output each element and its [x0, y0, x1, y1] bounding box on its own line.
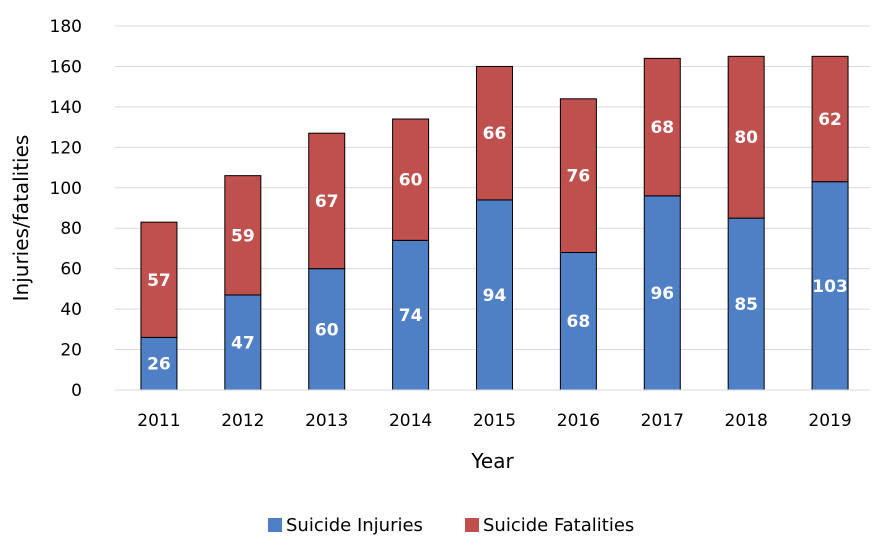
- data-label: 96: [650, 284, 674, 304]
- legend-swatch-fatalities: [465, 518, 479, 532]
- data-label: 94: [483, 286, 507, 306]
- data-label: 103: [812, 277, 848, 297]
- x-axis-title: Year: [470, 449, 514, 473]
- y-tick-label: 160: [50, 57, 82, 77]
- bar-fatalities-2011: [140, 221, 178, 338]
- bar-fatalities-2014: [392, 118, 430, 241]
- x-axis-ticks: 2011 2012 2013 2014 2015 2016 2017 2018 2019: [137, 411, 851, 431]
- data-label: 85: [734, 295, 758, 315]
- bar-fatalities-2015: [476, 65, 513, 201]
- y-tick-label: 80: [60, 219, 82, 239]
- data-label: 60: [315, 320, 339, 340]
- x-tick-label: 2011: [137, 411, 180, 431]
- x-tick-label: 2015: [473, 411, 516, 431]
- data-label: 47: [231, 333, 255, 353]
- y-tick-label: 140: [50, 98, 82, 118]
- y-tick-label: 60: [60, 260, 82, 280]
- bar-injuries-2019: [811, 181, 849, 391]
- data-label: 59: [231, 226, 255, 246]
- x-tick-label: 2014: [389, 411, 432, 431]
- bar-injuries-2015: [476, 199, 513, 391]
- y-tick-label: 20: [60, 341, 82, 361]
- x-tick-label: 2017: [641, 411, 684, 431]
- bar-fatalities-2016: [559, 98, 597, 253]
- y-axis-ticks: 0 20 40 60 80 100 120 140 160 180: [50, 17, 82, 401]
- y-axis-title: Injuries/fatalities: [9, 135, 33, 302]
- x-tick-label: 2013: [305, 411, 348, 431]
- legend-swatch-injuries: [268, 518, 282, 532]
- bar-fatalities-2019: [811, 55, 849, 183]
- data-label: 76: [567, 167, 591, 187]
- bar-injuries-2018: [727, 217, 765, 391]
- data-label: 60: [399, 171, 423, 191]
- data-label: 67: [315, 192, 339, 212]
- legend-label-fatalities: Suicide Fatalities: [483, 515, 634, 536]
- y-tick-label: 180: [50, 17, 82, 37]
- bar-fatalities-2012: [224, 175, 262, 296]
- data-label: 68: [650, 118, 674, 138]
- data-label: 26: [147, 355, 171, 375]
- legend-label-injuries: Suicide Injuries: [286, 515, 423, 536]
- y-tick-label: 100: [50, 179, 82, 199]
- data-label: 57: [147, 271, 171, 291]
- bar-fatalities-2013: [308, 132, 346, 270]
- x-tick-label: 2019: [808, 411, 851, 431]
- bar-fatalities-2017: [643, 57, 681, 197]
- x-tick-label: 2018: [725, 411, 768, 431]
- x-tick-label: 2016: [557, 411, 600, 431]
- bars: 26 57 47 59 60 67 74 60 94 66 68 76 96 68 85 80 103 62: [140, 55, 849, 391]
- bar-fatalities-2018: [727, 55, 765, 219]
- y-tick-label: 40: [60, 300, 82, 320]
- data-label: 80: [734, 128, 758, 148]
- data-label: 68: [567, 312, 591, 332]
- y-tick-label: 120: [50, 138, 82, 158]
- data-label: 62: [818, 110, 842, 130]
- x-tick-label: 2012: [221, 411, 264, 431]
- data-label: 66: [483, 124, 507, 144]
- data-label: 74: [399, 306, 423, 326]
- legend: Suicide Injuries Suicide Fatalities: [268, 515, 634, 536]
- y-tick-label: 0: [71, 381, 82, 401]
